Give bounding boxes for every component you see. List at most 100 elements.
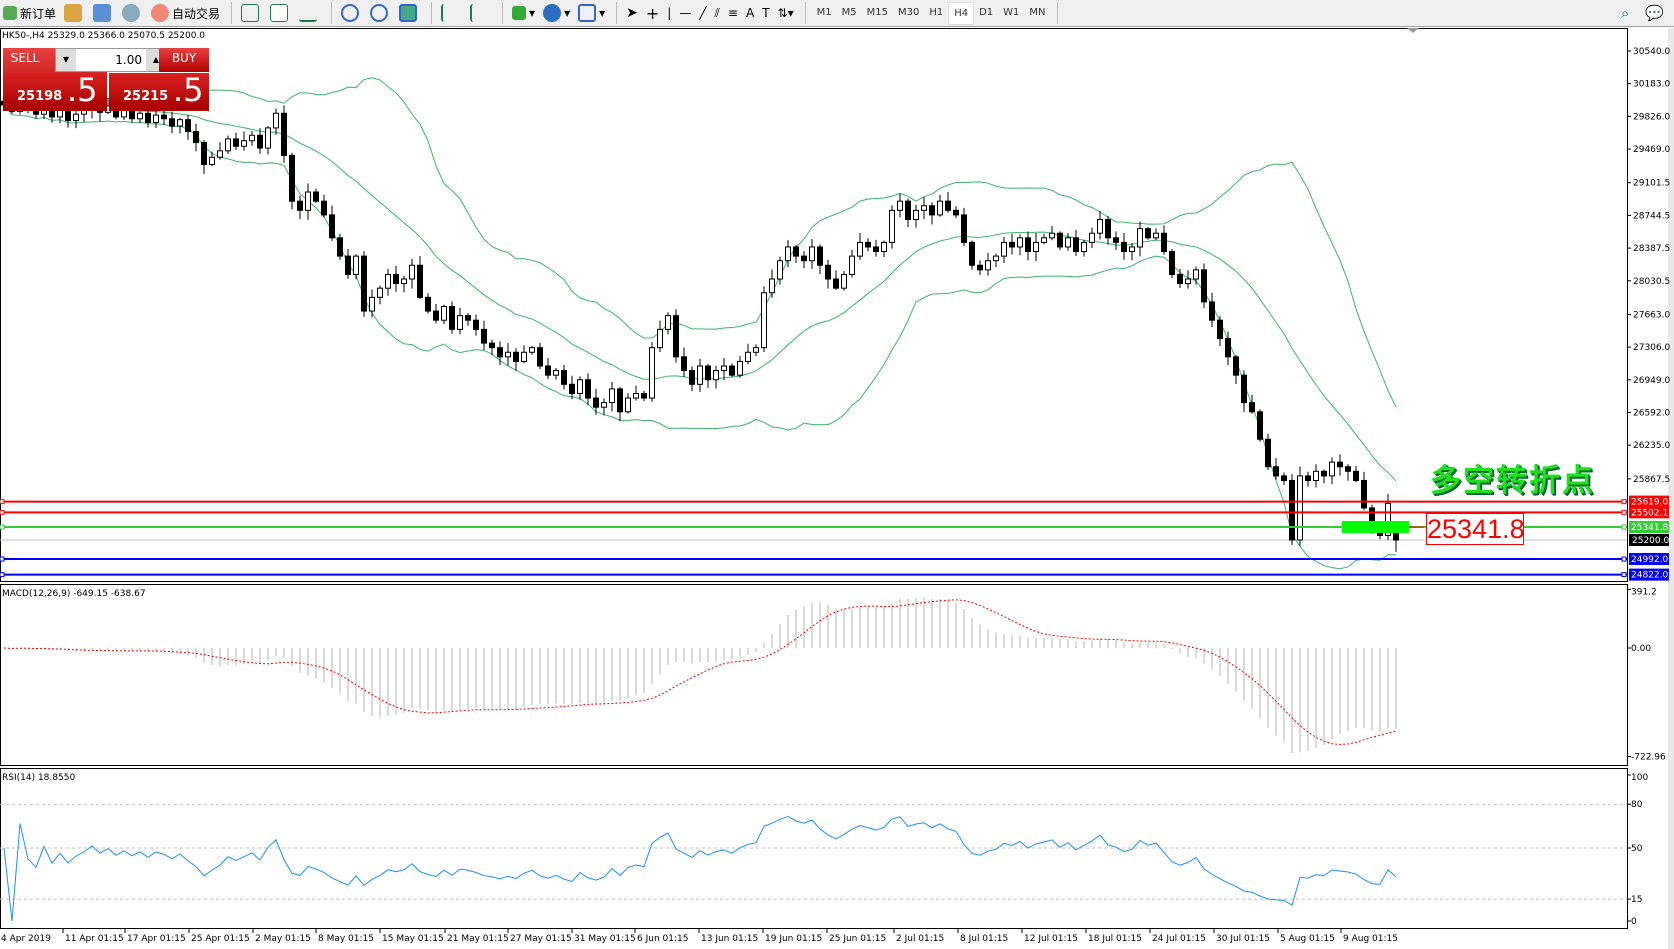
timeframe-m15[interactable]: M15 [866, 6, 888, 18]
candle-body [713, 370, 719, 381]
line-handle [1621, 499, 1627, 505]
candle-body [289, 154, 295, 202]
auto-scroll-button[interactable] [438, 1, 465, 25]
trendline-button[interactable]: ╱ [696, 1, 709, 25]
trendline-icon: ╱ [699, 6, 707, 20]
candle-body [161, 114, 167, 120]
search-icon[interactable]: ⌕ [1620, 4, 1630, 22]
candle [969, 240, 975, 270]
macd-label: MACD(12,26,9) -649.15 -638.67 [2, 589, 146, 599]
candle [601, 398, 607, 416]
fibonacci-button[interactable]: ≡ [725, 1, 741, 25]
timeframe-h4[interactable]: H4 [948, 1, 975, 25]
candle-body [1321, 470, 1327, 477]
crosshair-button[interactable]: + [643, 1, 662, 25]
tile-windows-button[interactable] [396, 1, 423, 25]
templates-button[interactable]: ▾ [575, 1, 608, 25]
indicators-button[interactable]: ▾ [509, 1, 538, 25]
timeframe-w1[interactable]: W1 [1003, 6, 1020, 18]
new-order-button[interactable]: 新订单 [0, 1, 59, 25]
candle-body [889, 209, 895, 243]
lot-size-input[interactable] [76, 53, 146, 67]
candle [1313, 464, 1319, 488]
cursor-button[interactable]: ➤ [623, 1, 641, 25]
lot-size-stepper[interactable]: ▼▲ [55, 48, 167, 72]
vertical-line-button[interactable]: | [664, 1, 674, 25]
history-button[interactable] [61, 1, 88, 25]
candle [497, 341, 503, 366]
candle-body [1129, 246, 1135, 253]
candle-body [465, 315, 471, 321]
candle-chart-button[interactable] [267, 1, 294, 25]
candle [1329, 457, 1335, 485]
bid-price-badge [1629, 533, 1669, 546]
candle [793, 245, 799, 264]
candle [1297, 466, 1303, 546]
price-axis-label: 29826.0 [1633, 112, 1670, 122]
chat-icon[interactable]: 💬 [1645, 4, 1664, 22]
channel-button[interactable]: ⫽ [712, 1, 723, 25]
chart-shift-marker [1407, 28, 1419, 33]
candle-body [689, 370, 695, 385]
candle-body [817, 246, 823, 266]
candle [801, 251, 807, 269]
arrows-button[interactable]: ⇅▾ [775, 1, 797, 25]
candle-body [553, 370, 559, 376]
timeframe-m5[interactable]: M5 [841, 6, 857, 18]
timeframe-m1[interactable]: M1 [816, 6, 832, 18]
candle [1033, 233, 1039, 261]
timeframe-m30[interactable]: M30 [897, 6, 920, 18]
candle [953, 206, 959, 219]
ask-price[interactable]: 25215.5 [109, 71, 209, 111]
signals-button[interactable] [119, 1, 146, 25]
time-axis-label: 5 Aug 01:15 [1280, 934, 1335, 944]
candle-body [985, 260, 991, 271]
candle [593, 388, 599, 415]
periods-button[interactable]: ▾ [540, 1, 573, 25]
decrease-lot-button[interactable]: ▼ [56, 49, 76, 71]
zoom-in-button[interactable] [338, 1, 365, 25]
text-button[interactable]: A [743, 1, 757, 25]
buy-label: BUY [171, 51, 197, 65]
market-button[interactable] [90, 1, 117, 25]
candle-body [185, 119, 191, 133]
text-label-button[interactable]: T [759, 1, 772, 25]
candle [473, 314, 479, 336]
timeframe-h1[interactable]: H1 [929, 6, 944, 18]
cursor-icon: ➤ [626, 5, 638, 21]
candle [1129, 242, 1135, 261]
time-axis-label: 2 May 01:15 [255, 934, 311, 944]
zoom-out-button[interactable] [367, 1, 394, 25]
annotation-value-label: 25341.8 [1426, 513, 1525, 545]
candle-body [641, 392, 647, 399]
candle [633, 385, 639, 401]
candle-body [1049, 232, 1055, 239]
candle [161, 111, 167, 126]
timeframe-mn[interactable]: MN [1029, 6, 1046, 18]
candle-body [1145, 228, 1151, 239]
candle [689, 366, 695, 392]
add-indicator-icon [512, 6, 527, 20]
candle-body [1265, 438, 1271, 468]
line-chart-button[interactable] [296, 1, 323, 25]
candle [553, 367, 559, 380]
sell-button[interactable]: SELL 25198.5 [3, 48, 107, 111]
candle-body [593, 397, 599, 408]
candle-body [377, 287, 383, 298]
line-price-label: 25619.0 [1631, 498, 1668, 508]
crosshair-icon: + [645, 3, 660, 23]
candle [585, 373, 591, 405]
auto-trading-button[interactable]: 自动交易 [148, 1, 223, 25]
horizontal-line-button[interactable]: — [676, 1, 694, 25]
candle-body [1137, 228, 1143, 248]
candle-body [993, 255, 999, 262]
candle [1193, 266, 1199, 285]
timeframe-d1[interactable]: D1 [979, 6, 994, 18]
candle [665, 312, 671, 335]
chart-shift-button[interactable] [467, 1, 494, 25]
price-axis-label: 28030.5 [1633, 277, 1670, 287]
buy-button[interactable]: BUY [159, 48, 209, 72]
bar-chart-button[interactable] [238, 1, 265, 25]
candle-body [769, 278, 775, 294]
